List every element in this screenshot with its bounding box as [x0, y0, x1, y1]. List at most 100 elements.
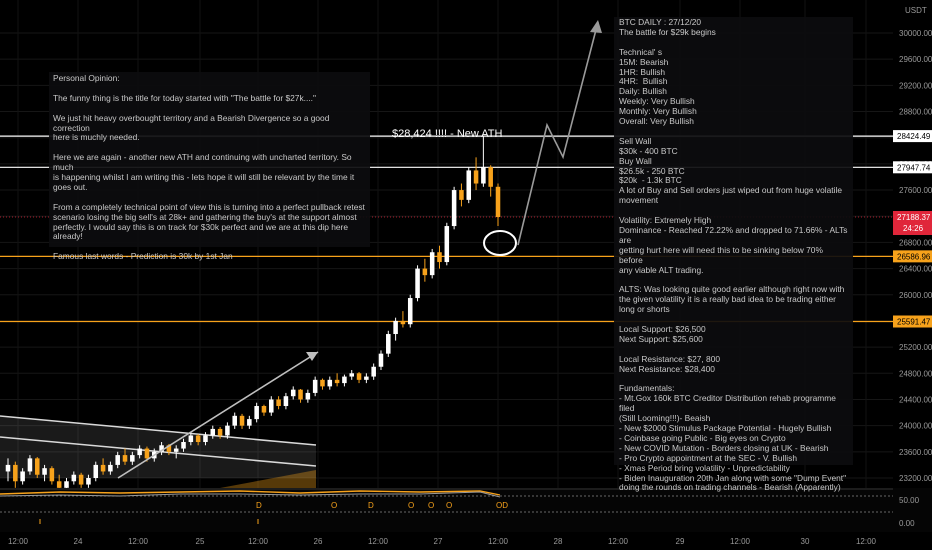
time-tick-label: 12:00: [608, 537, 629, 546]
candle-body: [407, 298, 413, 325]
candles: [5, 136, 501, 495]
candle-body: [437, 252, 442, 263]
time-tick-label: 25: [196, 537, 205, 546]
time-tick-label: 12:00: [248, 537, 269, 546]
candle-body: [473, 170, 479, 184]
candle-body: [56, 481, 62, 488]
time-tick-label: 12:00: [856, 537, 877, 546]
note-line: - Pro Crypto appointment at the SEC - V.…: [619, 452, 797, 463]
candle-body: [386, 334, 391, 354]
osc-signal-line: [0, 491, 501, 498]
price-tick-label: 24000.00: [899, 422, 932, 431]
osc-level-label: 50.00: [899, 496, 920, 505]
note-line: Fundamentals:: [619, 383, 675, 394]
candle-body: [225, 425, 230, 436]
note-line: - New COVID Mutation - Borders closing a…: [619, 442, 829, 453]
channel-lower-line: [0, 436, 317, 467]
price-tag-label: 28424.49: [897, 132, 931, 141]
note-line: - Coinbase going Public - Big eyes on Cr…: [619, 432, 786, 443]
note-line: Overall: Very Bullish: [619, 116, 694, 127]
note-line: ALTS: Was looking quite good earlier alt…: [619, 284, 845, 295]
candle-body: [254, 406, 259, 420]
note-line: Here we are again - another new ATH and …: [53, 152, 354, 173]
projection-arrow-line: [517, 21, 599, 246]
ath-annotation: $28,424 !!!! - New ATH: [392, 128, 503, 140]
note-line: long or shorts: [619, 304, 670, 315]
note-line: Dominance - Reached 72.22% and dropped t…: [619, 224, 850, 245]
note-line: is happening whilst I am writing this - …: [53, 172, 355, 183]
candle-body: [429, 252, 435, 276]
candle-body: [27, 458, 33, 472]
time-tick-label: 27: [434, 537, 443, 546]
candle-body: [495, 186, 501, 218]
note-line: scenario losing the big sell's at 28k+ a…: [53, 211, 357, 222]
note-line: $20k - 1.3k BTC: [619, 175, 682, 186]
price-axis[interactable]: 30000.0029600.0029200.0028800.0028400.00…: [893, 0, 932, 488]
osc-marker: O: [428, 501, 434, 510]
candle-body: [378, 353, 384, 367]
note-line: - Xmas Period bring volatility - Unpredi…: [619, 462, 790, 473]
note-line: Monthly: Very Bullish: [619, 106, 697, 117]
price-tag: [893, 130, 932, 143]
candle-body: [356, 373, 362, 380]
note-line: here is muchly needed.: [53, 132, 140, 143]
note-line: the given volatility it is a really bad …: [619, 294, 836, 305]
note-line: Daily: Bullish: [619, 86, 667, 97]
osc-marker: O: [331, 501, 337, 510]
candle-body: [444, 226, 450, 263]
note-line: The battle for $29k begins: [619, 26, 716, 37]
time-tick-label: 12:00: [128, 537, 149, 546]
time-tick-label: 28: [554, 537, 563, 546]
candle-body: [122, 455, 128, 462]
candle-body: [342, 376, 347, 384]
price-tick-label: 27600.00: [899, 186, 932, 195]
note-line: goes out.: [53, 181, 88, 192]
price-tag: [893, 315, 932, 328]
note-line: Technical' s: [619, 46, 663, 57]
last-price-tag: [893, 210, 932, 235]
note-line: A lot of Buy and Sell orders just wiped …: [619, 185, 842, 196]
candle-body: [327, 379, 333, 387]
note-line: Buy Wall: [619, 155, 652, 166]
note-line: already!: [53, 231, 83, 242]
price-tick-label: 26400.00: [899, 265, 932, 274]
btc-daily-note: BTC DAILY : 27/12/20 The battle for $29k …: [614, 17, 853, 492]
candle-body: [488, 167, 493, 187]
candle-body: [217, 428, 223, 436]
note-line: - Biden Inauguration 20th Jan along with…: [619, 472, 847, 483]
candle-body: [415, 268, 420, 299]
candle-body: [247, 419, 252, 426]
currency-label: USDT: [905, 6, 927, 15]
candle-body: [371, 366, 376, 377]
price-tick-label: 25200.00: [899, 343, 932, 352]
candle-body: [466, 170, 472, 200]
candle-body: [312, 379, 318, 393]
note-line: Sell Wall: [619, 135, 652, 146]
time-tick-label: 12:00: [488, 537, 509, 546]
note-line: Next Support: $25,600: [619, 333, 703, 344]
note-line: any viable ALT trading.: [619, 264, 704, 275]
osc-marker: O: [446, 501, 452, 510]
note-line: Local Support: $26,500: [619, 324, 706, 335]
candle-body: [203, 435, 208, 443]
candle-body: [42, 468, 47, 475]
price-axis-bg: [893, 0, 932, 488]
channel-fill: [0, 416, 316, 478]
candle-body: [20, 471, 25, 482]
time-axis[interactable]: 12:00 24 12:00 25 12:00 26 12:00 27 12:00 28 12:00…: [0, 532, 932, 550]
time-tick-label: 12:00: [730, 537, 751, 546]
note-line: getting hurt here will need this to be s…: [619, 244, 826, 265]
candle-body: [181, 442, 186, 449]
note-line: [619, 127, 848, 137]
price-tick-label: 26000.00: [899, 291, 932, 300]
oscillator-bg: [0, 488, 932, 532]
candle-body: [166, 445, 172, 452]
candle-body: [64, 481, 69, 488]
candle-body: [130, 455, 135, 462]
time-tick-label: 24: [74, 537, 83, 546]
time-tick-label: 26: [314, 537, 323, 546]
osc-line: [0, 490, 501, 496]
price-tag: [893, 250, 932, 263]
note-line: Next Resistance: $28,400: [619, 363, 715, 374]
